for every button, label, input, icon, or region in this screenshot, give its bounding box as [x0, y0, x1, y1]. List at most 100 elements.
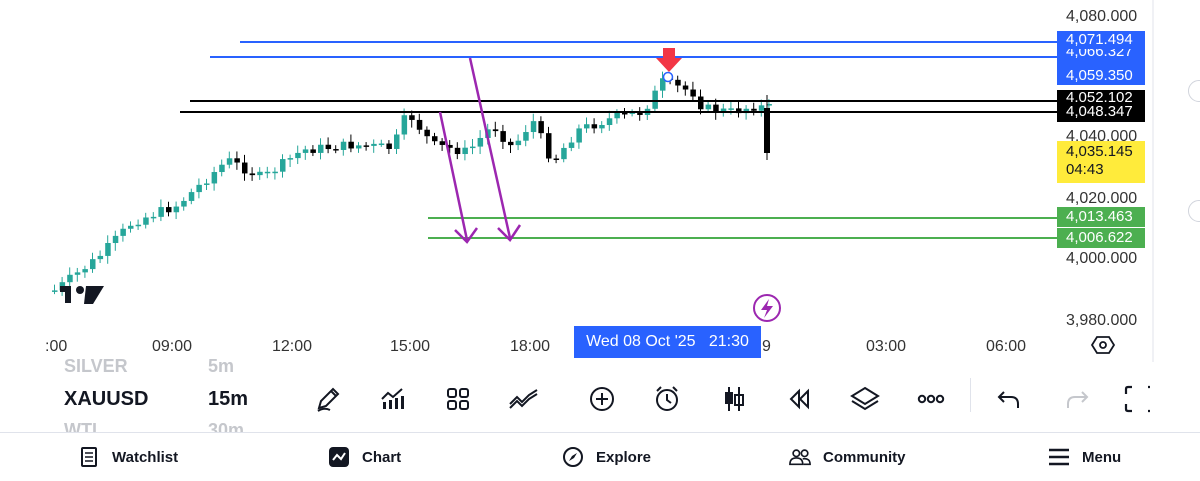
compass-icon [562, 446, 584, 468]
candle-body [751, 108, 757, 111]
symbol-selector[interactable]: XAUUSD [64, 388, 149, 410]
candle-body [280, 159, 286, 172]
candle-body [652, 90, 658, 109]
candle-body [454, 147, 461, 155]
red-down-marker-icon [656, 48, 682, 83]
candle-body [386, 143, 392, 149]
candle-body [211, 172, 218, 184]
chart-nav-icon [328, 446, 350, 468]
candle-body [561, 147, 567, 160]
candle-body [591, 124, 598, 129]
candle-body [356, 145, 362, 149]
price-badge-black-2: 4,048.347 [1057, 102, 1145, 122]
candle-body [743, 108, 750, 114]
drawing-tools-icon[interactable] [507, 382, 541, 416]
candle-body [401, 115, 408, 135]
candle-body [105, 243, 111, 256]
candle-body [553, 158, 560, 161]
candle-body [698, 96, 704, 110]
nav-explore[interactable]: Explore [562, 433, 651, 481]
candle-body [470, 146, 476, 149]
add-icon[interactable] [585, 382, 619, 416]
candle-body [622, 112, 628, 115]
candle-body [584, 124, 590, 129]
price-badge-green-1: 4,013.463 [1057, 207, 1145, 227]
candle-body [204, 183, 210, 185]
candle-body [143, 217, 149, 225]
candle-body [713, 104, 719, 112]
candle-body [234, 158, 240, 163]
candle-body [720, 108, 727, 112]
candle-body [378, 143, 385, 146]
alert-icon[interactable] [650, 382, 684, 416]
candle-body [257, 171, 263, 176]
candle-body [629, 112, 636, 114]
candle-body [318, 144, 324, 153]
candle-body [462, 147, 468, 155]
time-label-1200: 12:00 [272, 338, 312, 355]
price-label-4080: 4,080.000 [1066, 8, 1137, 25]
candle-body [394, 134, 400, 149]
candles-layer [52, 71, 772, 296]
candle-body [606, 118, 613, 126]
candle-body [728, 108, 734, 110]
fullscreen-icon[interactable] [1122, 382, 1152, 416]
interval-selector[interactable]: 15m [208, 388, 249, 410]
nav-menu[interactable]: Menu [1048, 433, 1121, 481]
nav-community-label: Community [823, 448, 906, 466]
candle-body [690, 89, 696, 97]
candle-body [196, 184, 202, 193]
chart-canvas[interactable]: 4,080.000 4,040.000 4,020.000 4,000.000 … [0, 0, 1200, 362]
candle-body [675, 79, 681, 86]
purple-arrow-1 [438, 111, 479, 244]
undo-icon[interactable] [992, 382, 1026, 416]
nav-chart-label: Chart [362, 448, 402, 466]
candle-body [333, 149, 339, 151]
candle-countdown: 04:43 [1066, 161, 1104, 178]
ghost-symbol-above: SILVER [64, 356, 128, 376]
candle-body [325, 144, 332, 150]
chart-toolbar: SILVER 5m WTI 30m [0, 356, 1200, 440]
price-badge-black-1: 4,052.102 [1057, 90, 1145, 102]
nav-watchlist[interactable]: Watchlist [78, 433, 178, 481]
candle-body [112, 235, 119, 244]
candle-body [166, 207, 172, 213]
replay-icon[interactable] [782, 382, 816, 416]
more-icon[interactable] [914, 382, 948, 416]
candle-body [492, 129, 499, 132]
candle-body [637, 112, 643, 115]
time-label-1800: 18:00 [510, 338, 550, 355]
candle-body [477, 137, 484, 147]
indicators-icon[interactable] [375, 382, 409, 416]
candle-body [614, 112, 620, 119]
redo-icon[interactable] [1060, 382, 1094, 416]
candle-body [242, 162, 248, 174]
candle-body [736, 108, 742, 114]
candle-body [310, 149, 316, 153]
price-label-4000: 4,000.000 [1066, 250, 1137, 267]
ghost-interval-above: 5m [208, 356, 235, 376]
axis-settings-icon [1090, 336, 1116, 354]
candle-style-icon[interactable] [717, 382, 751, 416]
candle-body [371, 143, 377, 146]
candle-body [348, 141, 354, 149]
nav-chart[interactable]: Chart [328, 433, 401, 481]
pencil-icon[interactable] [311, 382, 345, 416]
chart-area[interactable]: 4,080.000 4,040.000 4,020.000 4,000.000 … [0, 0, 1200, 362]
tradingview-logo-icon [60, 286, 104, 304]
candle-body [272, 171, 278, 174]
hamburger-menu-icon [1048, 446, 1070, 468]
candle-body [682, 85, 689, 90]
candle-body [546, 133, 552, 159]
candle-body [173, 206, 180, 213]
candle-body [74, 272, 81, 275]
community-icon [789, 446, 811, 468]
candle-body [568, 142, 575, 148]
layers-icon[interactable] [848, 382, 882, 416]
candle-body [660, 78, 666, 91]
nav-community[interactable]: Community [789, 433, 906, 481]
candle-body [82, 269, 88, 273]
templates-icon[interactable] [441, 382, 475, 416]
price-label-4020: 4,020.000 [1066, 190, 1137, 207]
time-label-1500: 15:00 [390, 338, 430, 355]
